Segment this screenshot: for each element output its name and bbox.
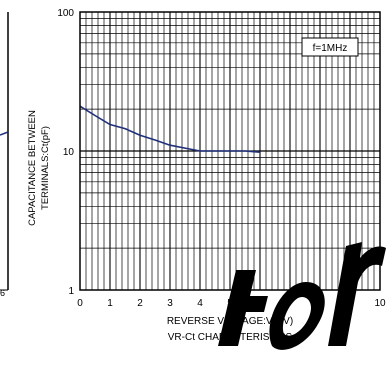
y-axis-label-line1: CAPACITANCE BETWEEN bbox=[27, 110, 38, 226]
x-tick-label: 4 bbox=[197, 298, 203, 309]
x-tick-label: 3 bbox=[167, 298, 173, 309]
left-panel-curve bbox=[0, 131, 9, 136]
annotation-frequency: f=1MHz bbox=[313, 43, 348, 54]
y-tick-label: 100 bbox=[57, 8, 74, 19]
x-tick-label: 0 bbox=[77, 298, 83, 309]
x-tick-label: 2 bbox=[137, 298, 143, 309]
x-tick-label: 10 bbox=[374, 298, 386, 309]
watermark-logo bbox=[218, 242, 386, 350]
y-tick-label: 1 bbox=[68, 286, 74, 297]
y-tick-label: 10 bbox=[63, 147, 75, 158]
series-line bbox=[79, 105, 261, 153]
annotation-box bbox=[301, 37, 359, 57]
y-axis-label-line2: TERMINALS:Ct(pF) bbox=[40, 126, 51, 210]
left-panel-tick: 6 bbox=[0, 288, 5, 298]
grid-lines bbox=[80, 12, 380, 290]
series-group bbox=[79, 105, 261, 153]
x-tick-label: 1 bbox=[107, 298, 113, 309]
plot-frame bbox=[79, 11, 381, 291]
